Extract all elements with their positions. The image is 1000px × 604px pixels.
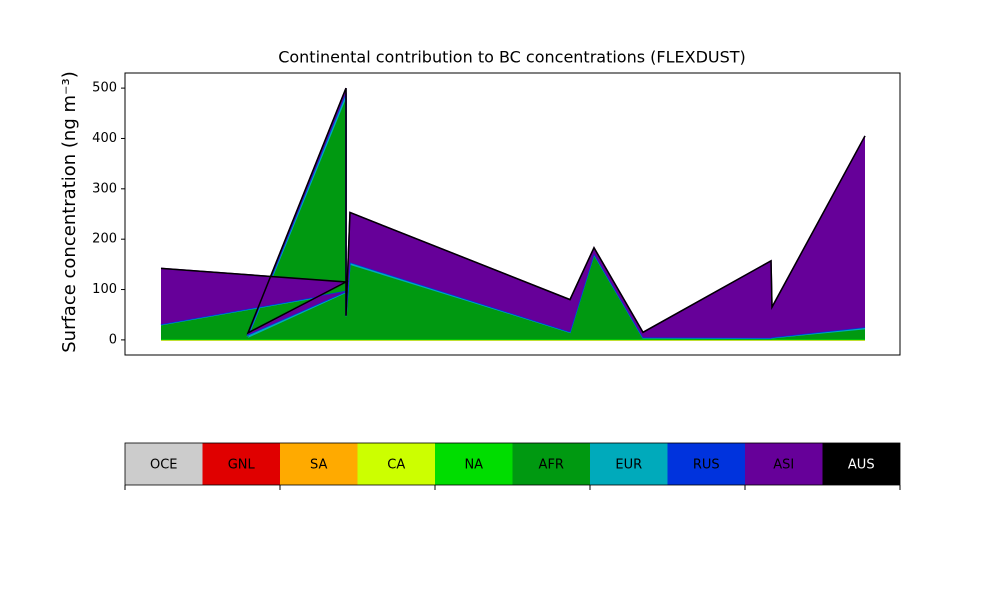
legend-label: NA (464, 458, 483, 473)
legend-swatch (125, 443, 203, 485)
y-tick-label: 300 (92, 181, 117, 196)
legend-label: ASI (773, 458, 794, 473)
legend-swatch (590, 443, 668, 485)
y-tick-label: 0 (109, 332, 117, 347)
plot-frame (124, 72, 901, 356)
area-edge (160, 87, 866, 335)
legend-frame (124, 442, 901, 486)
legend-swatch (202, 443, 280, 485)
y-tick-label: 100 (92, 282, 117, 297)
legend-label: OCE (150, 458, 178, 473)
legend-swatch (512, 443, 590, 485)
y-tick-label: 200 (92, 232, 117, 247)
legend-swatch (667, 443, 745, 485)
legend-label: RUS (693, 458, 720, 473)
legend-swatch (357, 443, 435, 485)
y-axis-label: Surface concentration (ng m⁻³) (59, 71, 80, 353)
y-tick-label: 400 (92, 131, 117, 146)
legend-label: SA (310, 458, 327, 473)
area (161, 98, 865, 340)
legend-label: GNL (228, 458, 256, 473)
legend-label: AFR (539, 458, 564, 473)
legend-ticks (124, 485, 901, 490)
legend-label: CA (387, 458, 405, 473)
legend-label: AUS (848, 458, 875, 473)
chart-title: Continental contribution to BC concentra… (278, 48, 746, 67)
y-tick-label: 500 (92, 81, 117, 96)
legend-swatch (435, 443, 513, 485)
legend-label: EUR (615, 458, 642, 473)
legend-swatch (822, 443, 900, 485)
area (161, 88, 865, 338)
legend-swatch (745, 443, 823, 485)
legend-swatch (280, 443, 358, 485)
